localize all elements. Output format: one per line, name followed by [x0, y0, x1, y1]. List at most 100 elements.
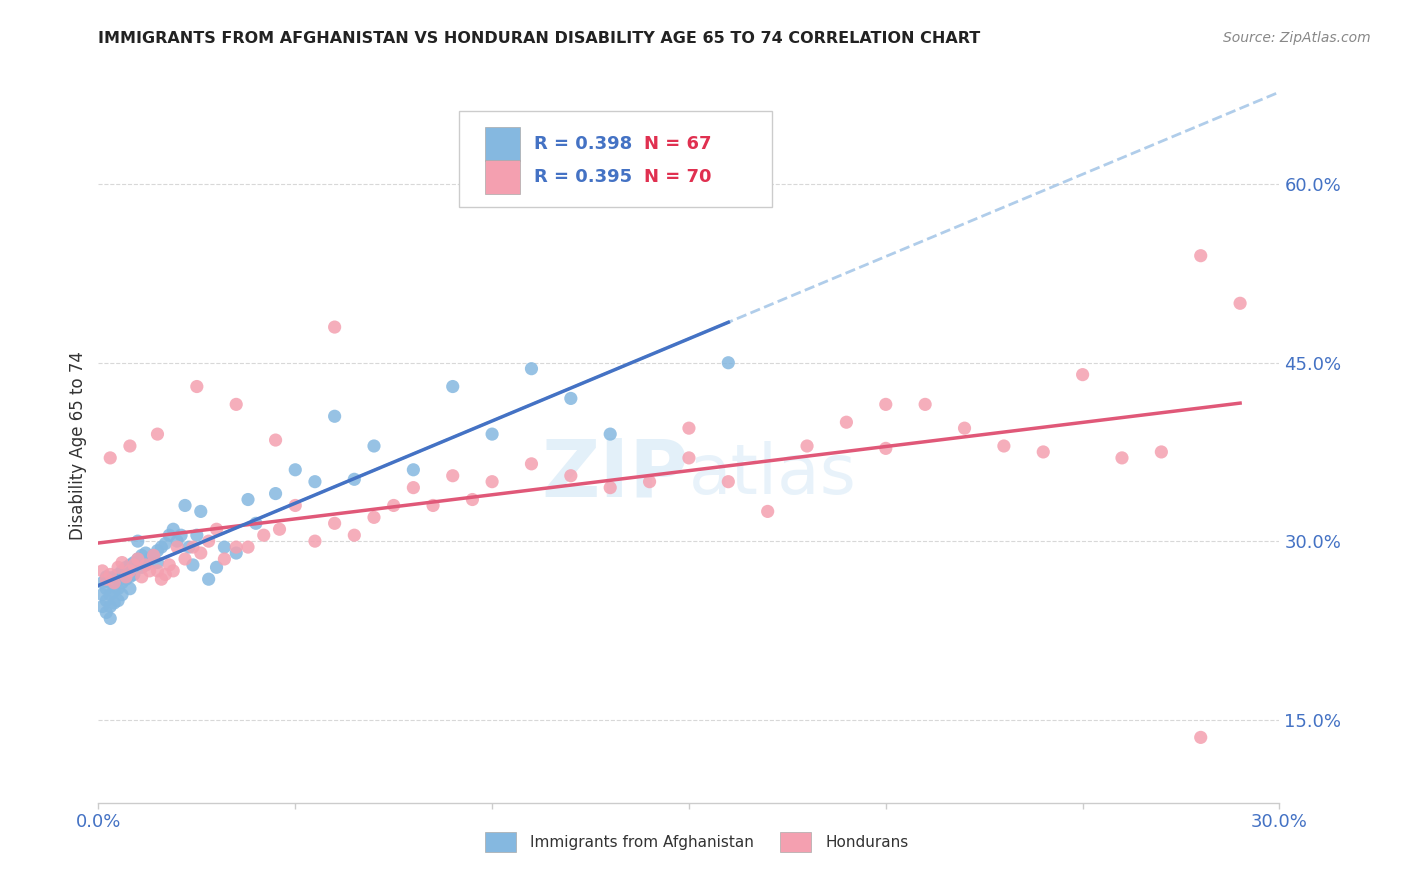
Point — [98, 575, 121, 590]
Point — [678, 421, 700, 435]
Point — [225, 546, 247, 560]
Point — [118, 564, 141, 578]
Point — [599, 481, 621, 495]
Point — [111, 564, 134, 578]
Point — [343, 472, 366, 486]
Point — [150, 540, 173, 554]
Point — [115, 560, 138, 574]
Point — [214, 552, 236, 566]
Point — [107, 560, 129, 574]
Point — [835, 415, 858, 429]
Point — [96, 570, 118, 584]
Point — [560, 468, 582, 483]
Point — [135, 558, 157, 572]
Point — [135, 558, 157, 572]
Point — [118, 439, 141, 453]
Text: IMMIGRANTS FROM AFGHANISTAN VS HONDURAN DISABILITY AGE 65 TO 74 CORRELATION CHAR: IMMIGRANTS FROM AFGHANISTAN VS HONDURAN … — [98, 31, 980, 46]
Point — [914, 397, 936, 411]
Point — [756, 504, 779, 518]
Point — [269, 522, 291, 536]
Point — [127, 552, 149, 566]
Point — [875, 442, 897, 456]
Point — [122, 556, 145, 570]
FancyBboxPatch shape — [485, 160, 520, 194]
Point — [98, 611, 121, 625]
Point — [599, 427, 621, 442]
Point — [441, 468, 464, 483]
Bar — [780, 832, 811, 852]
Text: Hondurans: Hondurans — [825, 835, 908, 849]
Point — [155, 567, 177, 582]
Point — [186, 379, 208, 393]
Point — [245, 516, 267, 531]
Point — [284, 463, 307, 477]
Point — [197, 534, 219, 549]
Point — [166, 540, 188, 554]
Point — [1229, 296, 1251, 310]
Point — [186, 528, 208, 542]
Point — [131, 560, 153, 574]
Point — [678, 450, 700, 465]
Point — [111, 556, 134, 570]
Point — [304, 475, 326, 489]
Bar — [485, 832, 516, 852]
Point — [1111, 450, 1133, 465]
Point — [181, 558, 204, 572]
Point — [96, 572, 118, 586]
Point — [111, 575, 134, 590]
Point — [1032, 445, 1054, 459]
Point — [1150, 445, 1173, 459]
Point — [138, 564, 160, 578]
Point — [343, 528, 366, 542]
Point — [225, 540, 247, 554]
Text: R = 0.395: R = 0.395 — [534, 168, 633, 186]
Point — [363, 439, 385, 453]
Point — [382, 499, 405, 513]
Point — [138, 552, 160, 566]
Point — [146, 564, 169, 578]
Point — [481, 475, 503, 489]
Point — [96, 582, 118, 596]
Text: Immigrants from Afghanistan: Immigrants from Afghanistan — [530, 835, 754, 849]
FancyBboxPatch shape — [458, 111, 772, 207]
Point — [363, 510, 385, 524]
Point — [118, 570, 141, 584]
Point — [323, 409, 346, 424]
Point — [162, 522, 184, 536]
Point — [142, 549, 165, 563]
Point — [1071, 368, 1094, 382]
Point — [205, 560, 228, 574]
Point — [111, 588, 134, 602]
Text: Source: ZipAtlas.com: Source: ZipAtlas.com — [1223, 31, 1371, 45]
Point — [162, 564, 184, 578]
Point — [461, 492, 484, 507]
Point — [197, 572, 219, 586]
Point — [717, 475, 740, 489]
Point — [146, 427, 169, 442]
Point — [91, 575, 114, 590]
Point — [131, 570, 153, 584]
Point — [236, 540, 259, 554]
Point — [91, 588, 114, 602]
Point — [91, 564, 114, 578]
Point — [96, 593, 118, 607]
Point — [1189, 731, 1212, 745]
Point — [115, 572, 138, 586]
Point — [103, 584, 125, 599]
Point — [402, 463, 425, 477]
Point — [205, 522, 228, 536]
Text: N = 67: N = 67 — [644, 135, 711, 153]
Point — [520, 457, 543, 471]
Point — [638, 475, 661, 489]
Point — [122, 558, 145, 572]
Point — [225, 397, 247, 411]
Y-axis label: Disability Age 65 to 74: Disability Age 65 to 74 — [69, 351, 87, 541]
Point — [441, 379, 464, 393]
Point — [170, 528, 193, 542]
Point — [796, 439, 818, 453]
Text: N = 70: N = 70 — [644, 168, 711, 186]
Point — [166, 534, 188, 549]
Point — [103, 570, 125, 584]
Point — [177, 540, 200, 554]
Point — [150, 572, 173, 586]
